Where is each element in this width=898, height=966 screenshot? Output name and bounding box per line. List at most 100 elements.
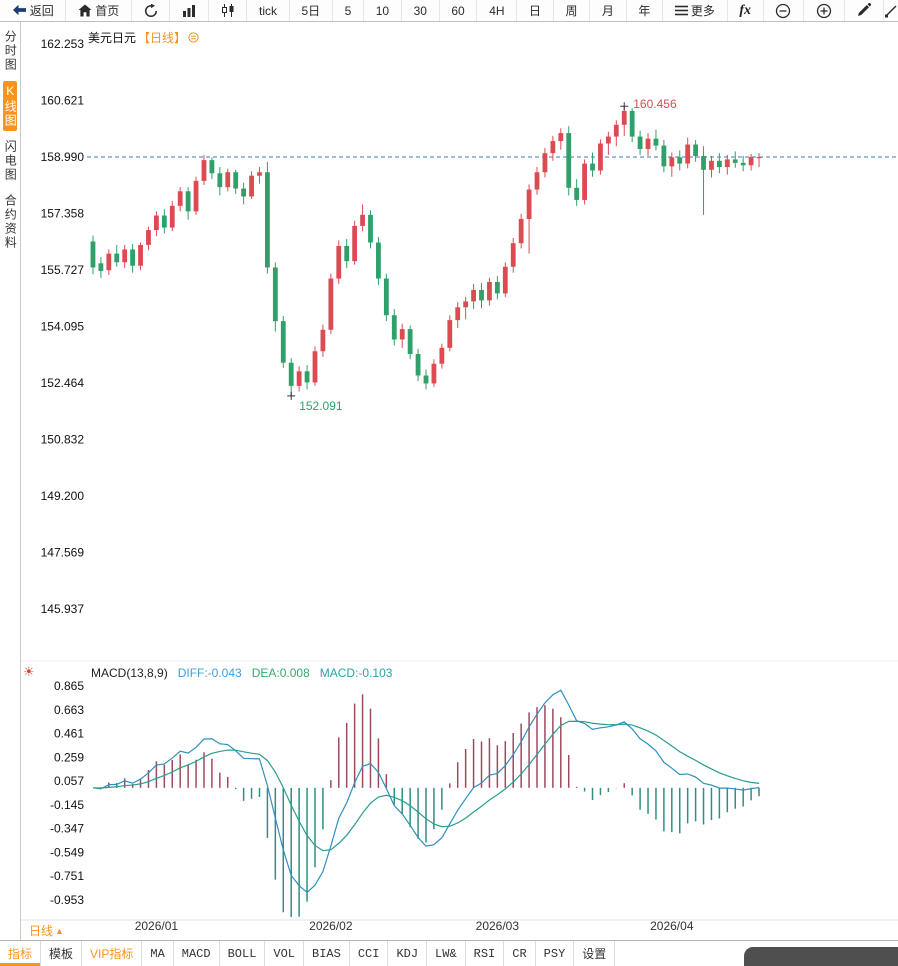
svg-text:-0.953: -0.953: [50, 893, 84, 907]
bottom-right-panel[interactable]: [744, 947, 898, 966]
svg-text:155.727: 155.727: [41, 263, 85, 277]
chart-region: 162.253 160.621 158.990 157.358 155.727 154.0…: [21, 22, 898, 940]
chevron-up-icon: ▲: [55, 925, 64, 936]
clipped-tool-button[interactable]: [884, 0, 898, 21]
svg-text:152.091: 152.091: [299, 399, 343, 413]
period-month-button-label: 月: [601, 4, 614, 18]
chart-type-sidebar: 分时图 K线图闪电图合约资料: [0, 22, 21, 940]
candlestick-icon: [221, 4, 235, 17]
macd-macd-value: MACD:-0.103: [319, 666, 393, 680]
period-4h-button[interactable]: 4H: [477, 0, 518, 21]
tab-cr[interactable]: CR: [504, 941, 536, 966]
period-60-button[interactable]: 60: [440, 0, 478, 21]
period-30-button[interactable]: 30: [402, 0, 440, 21]
svg-text:2026/01: 2026/01: [135, 919, 179, 933]
fx-icon: fx: [739, 2, 751, 18]
sidebar-item-contract-info[interactable]: 合约资料: [3, 194, 18, 250]
back-button[interactable]: 返回: [0, 0, 67, 21]
indicator-settings-icon[interactable]: ☀: [23, 664, 35, 679]
toolbar: 返回 首页 tick 5日 5 10 30 60 4H 日 周 月 年 更多 fx: [0, 0, 898, 22]
svg-text:154.095: 154.095: [41, 320, 85, 334]
bar-chart-button[interactable]: [170, 0, 209, 21]
zoom-out-icon: [775, 3, 791, 19]
tab-ma[interactable]: MA: [142, 941, 174, 966]
zoom-in-icon: [816, 3, 832, 19]
period-day-button[interactable]: 日: [517, 0, 554, 21]
back-button-label: 返回: [29, 4, 54, 18]
period-week-button[interactable]: 周: [554, 0, 591, 21]
period-4h-button-label: 4H: [489, 3, 505, 18]
period-5d-button[interactable]: 5日: [290, 0, 333, 21]
period-dropdown-label: 日线: [29, 924, 54, 938]
svg-text:145.937: 145.937: [41, 602, 85, 616]
more-button-label: 更多: [690, 4, 715, 18]
period-tag: 【日线】: [138, 31, 187, 45]
tab-cci[interactable]: CCI: [350, 941, 389, 966]
chart-title: 美元日元 【日线】: [88, 29, 199, 46]
tab-kdj[interactable]: KDJ: [388, 941, 428, 966]
period-5-button[interactable]: 5: [333, 0, 365, 21]
tab-indicators[interactable]: 指标: [0, 941, 42, 966]
svg-text:2026/02: 2026/02: [309, 919, 353, 933]
svg-text:152.464: 152.464: [41, 376, 85, 390]
tab-psy[interactable]: PSY: [536, 941, 575, 966]
tab-bias[interactable]: BIAS: [304, 941, 350, 966]
macd-dea-value: DEA:0.008: [251, 666, 310, 680]
svg-text:0.057: 0.057: [54, 774, 84, 788]
svg-text:160.456: 160.456: [633, 97, 677, 111]
bar-chart-icon: [182, 4, 196, 17]
tab-rsi[interactable]: RSI: [466, 941, 505, 966]
chart-settings-icon[interactable]: [188, 31, 199, 45]
svg-text:157.358: 157.358: [41, 207, 85, 221]
svg-text:0.865: 0.865: [54, 679, 84, 693]
period-dropdown[interactable]: 日线 ▲: [29, 922, 64, 939]
period-10-button-label: 10: [375, 3, 390, 18]
menu-icon: [674, 5, 688, 16]
tab-macd[interactable]: MACD: [174, 941, 220, 966]
chart-canvas[interactable]: 162.253 160.621 158.990 157.358 155.727 154.0…: [21, 22, 898, 940]
home-button[interactable]: 首页: [66, 0, 132, 21]
svg-text:150.832: 150.832: [41, 433, 85, 447]
more-button[interactable]: 更多: [663, 0, 728, 21]
period-year-button[interactable]: 年: [627, 0, 664, 21]
svg-text:2026/04: 2026/04: [650, 919, 694, 933]
refresh-icon: [144, 3, 158, 18]
home-button-label: 首页: [95, 4, 120, 18]
zoom-in-button[interactable]: [804, 0, 845, 21]
svg-text:162.253: 162.253: [41, 37, 85, 51]
svg-text:-0.145: -0.145: [50, 798, 84, 812]
period-month-button[interactable]: 月: [590, 0, 627, 21]
draw-line-button[interactable]: [845, 0, 885, 21]
sidebar-item-lightning-chart[interactable]: 闪电图: [3, 140, 18, 182]
period-10-button[interactable]: 10: [364, 0, 402, 21]
svg-text:0.259: 0.259: [54, 750, 84, 764]
period-tick-button[interactable]: tick: [247, 0, 290, 21]
sidebar-item-time-chart[interactable]: 分时图: [3, 30, 18, 72]
candlestick-chart-button[interactable]: [209, 0, 248, 21]
fx-button[interactable]: fx: [728, 0, 764, 21]
svg-text:0.663: 0.663: [54, 703, 84, 717]
tab-vol[interactable]: VOL: [265, 941, 305, 966]
macd-params-label: MACD(13,8,9): [91, 666, 168, 680]
period-5d-button-label: 5日: [301, 4, 321, 18]
refresh-button[interactable]: [132, 0, 171, 21]
zoom-out-button[interactable]: [764, 0, 805, 21]
tab-vip-indicators[interactable]: VIP指标: [82, 941, 143, 966]
tab-settings[interactable]: 设置: [574, 941, 616, 966]
sidebar-item-kline-chart[interactable]: K线图: [2, 81, 18, 131]
tab-templates[interactable]: 模板: [41, 941, 83, 966]
macd-legend: MACD(13,8,9) DIFF:-0.043 DEA:0.008 MACD:-0.…: [91, 666, 392, 680]
period-30-button-label: 30: [413, 3, 427, 18]
back-arrow-icon: [12, 4, 27, 17]
svg-text:0.461: 0.461: [54, 727, 84, 741]
svg-text:-0.751: -0.751: [50, 869, 84, 883]
period-year-button-label: 年: [638, 4, 651, 18]
period-60-button-label: 60: [451, 3, 465, 18]
tab-lw[interactable]: LW&: [427, 941, 466, 966]
symbol-name: 美元日元: [88, 31, 137, 45]
macd-diff-value: DIFF:-0.043: [177, 666, 242, 680]
tab-boll[interactable]: BOLL: [220, 941, 266, 966]
period-tick-button-label: tick: [259, 3, 278, 18]
svg-text:149.200: 149.200: [41, 489, 85, 503]
period-day-button-label: 日: [528, 4, 541, 18]
